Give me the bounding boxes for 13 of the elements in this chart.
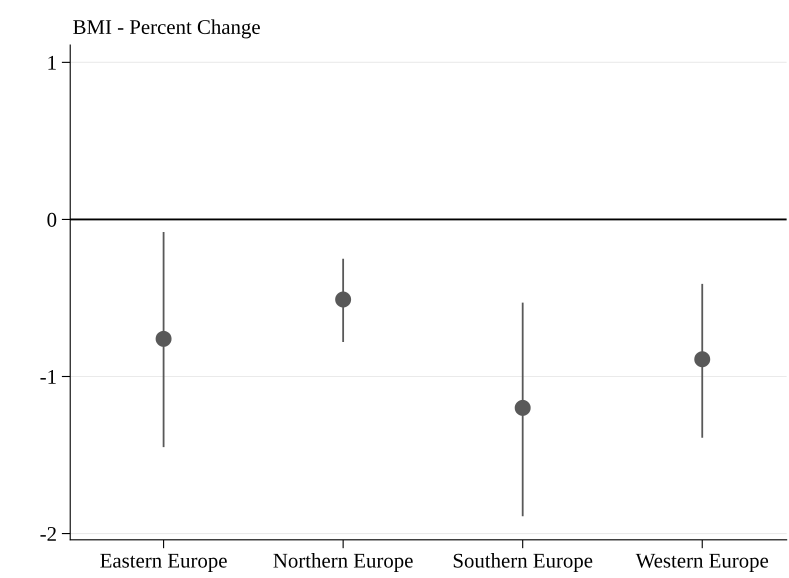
y-axis-title: BMI - Percent Change bbox=[73, 19, 260, 38]
y-tick-label: -2 bbox=[40, 527, 56, 541]
y-tick-label: 1 bbox=[48, 56, 56, 70]
point bbox=[694, 351, 710, 368]
x-tick-label: Eastern Europe bbox=[100, 554, 227, 572]
x-tick-label: Southern Europe bbox=[454, 553, 592, 572]
point bbox=[156, 330, 172, 347]
point bbox=[335, 292, 352, 308]
y-tick-label: 0 bbox=[47, 212, 56, 227]
point bbox=[514, 400, 531, 416]
y-tick-label: -1 bbox=[40, 370, 56, 384]
x-tick-label: Northern Europe bbox=[273, 553, 413, 572]
x-tick-label: Western Europe bbox=[636, 554, 768, 572]
